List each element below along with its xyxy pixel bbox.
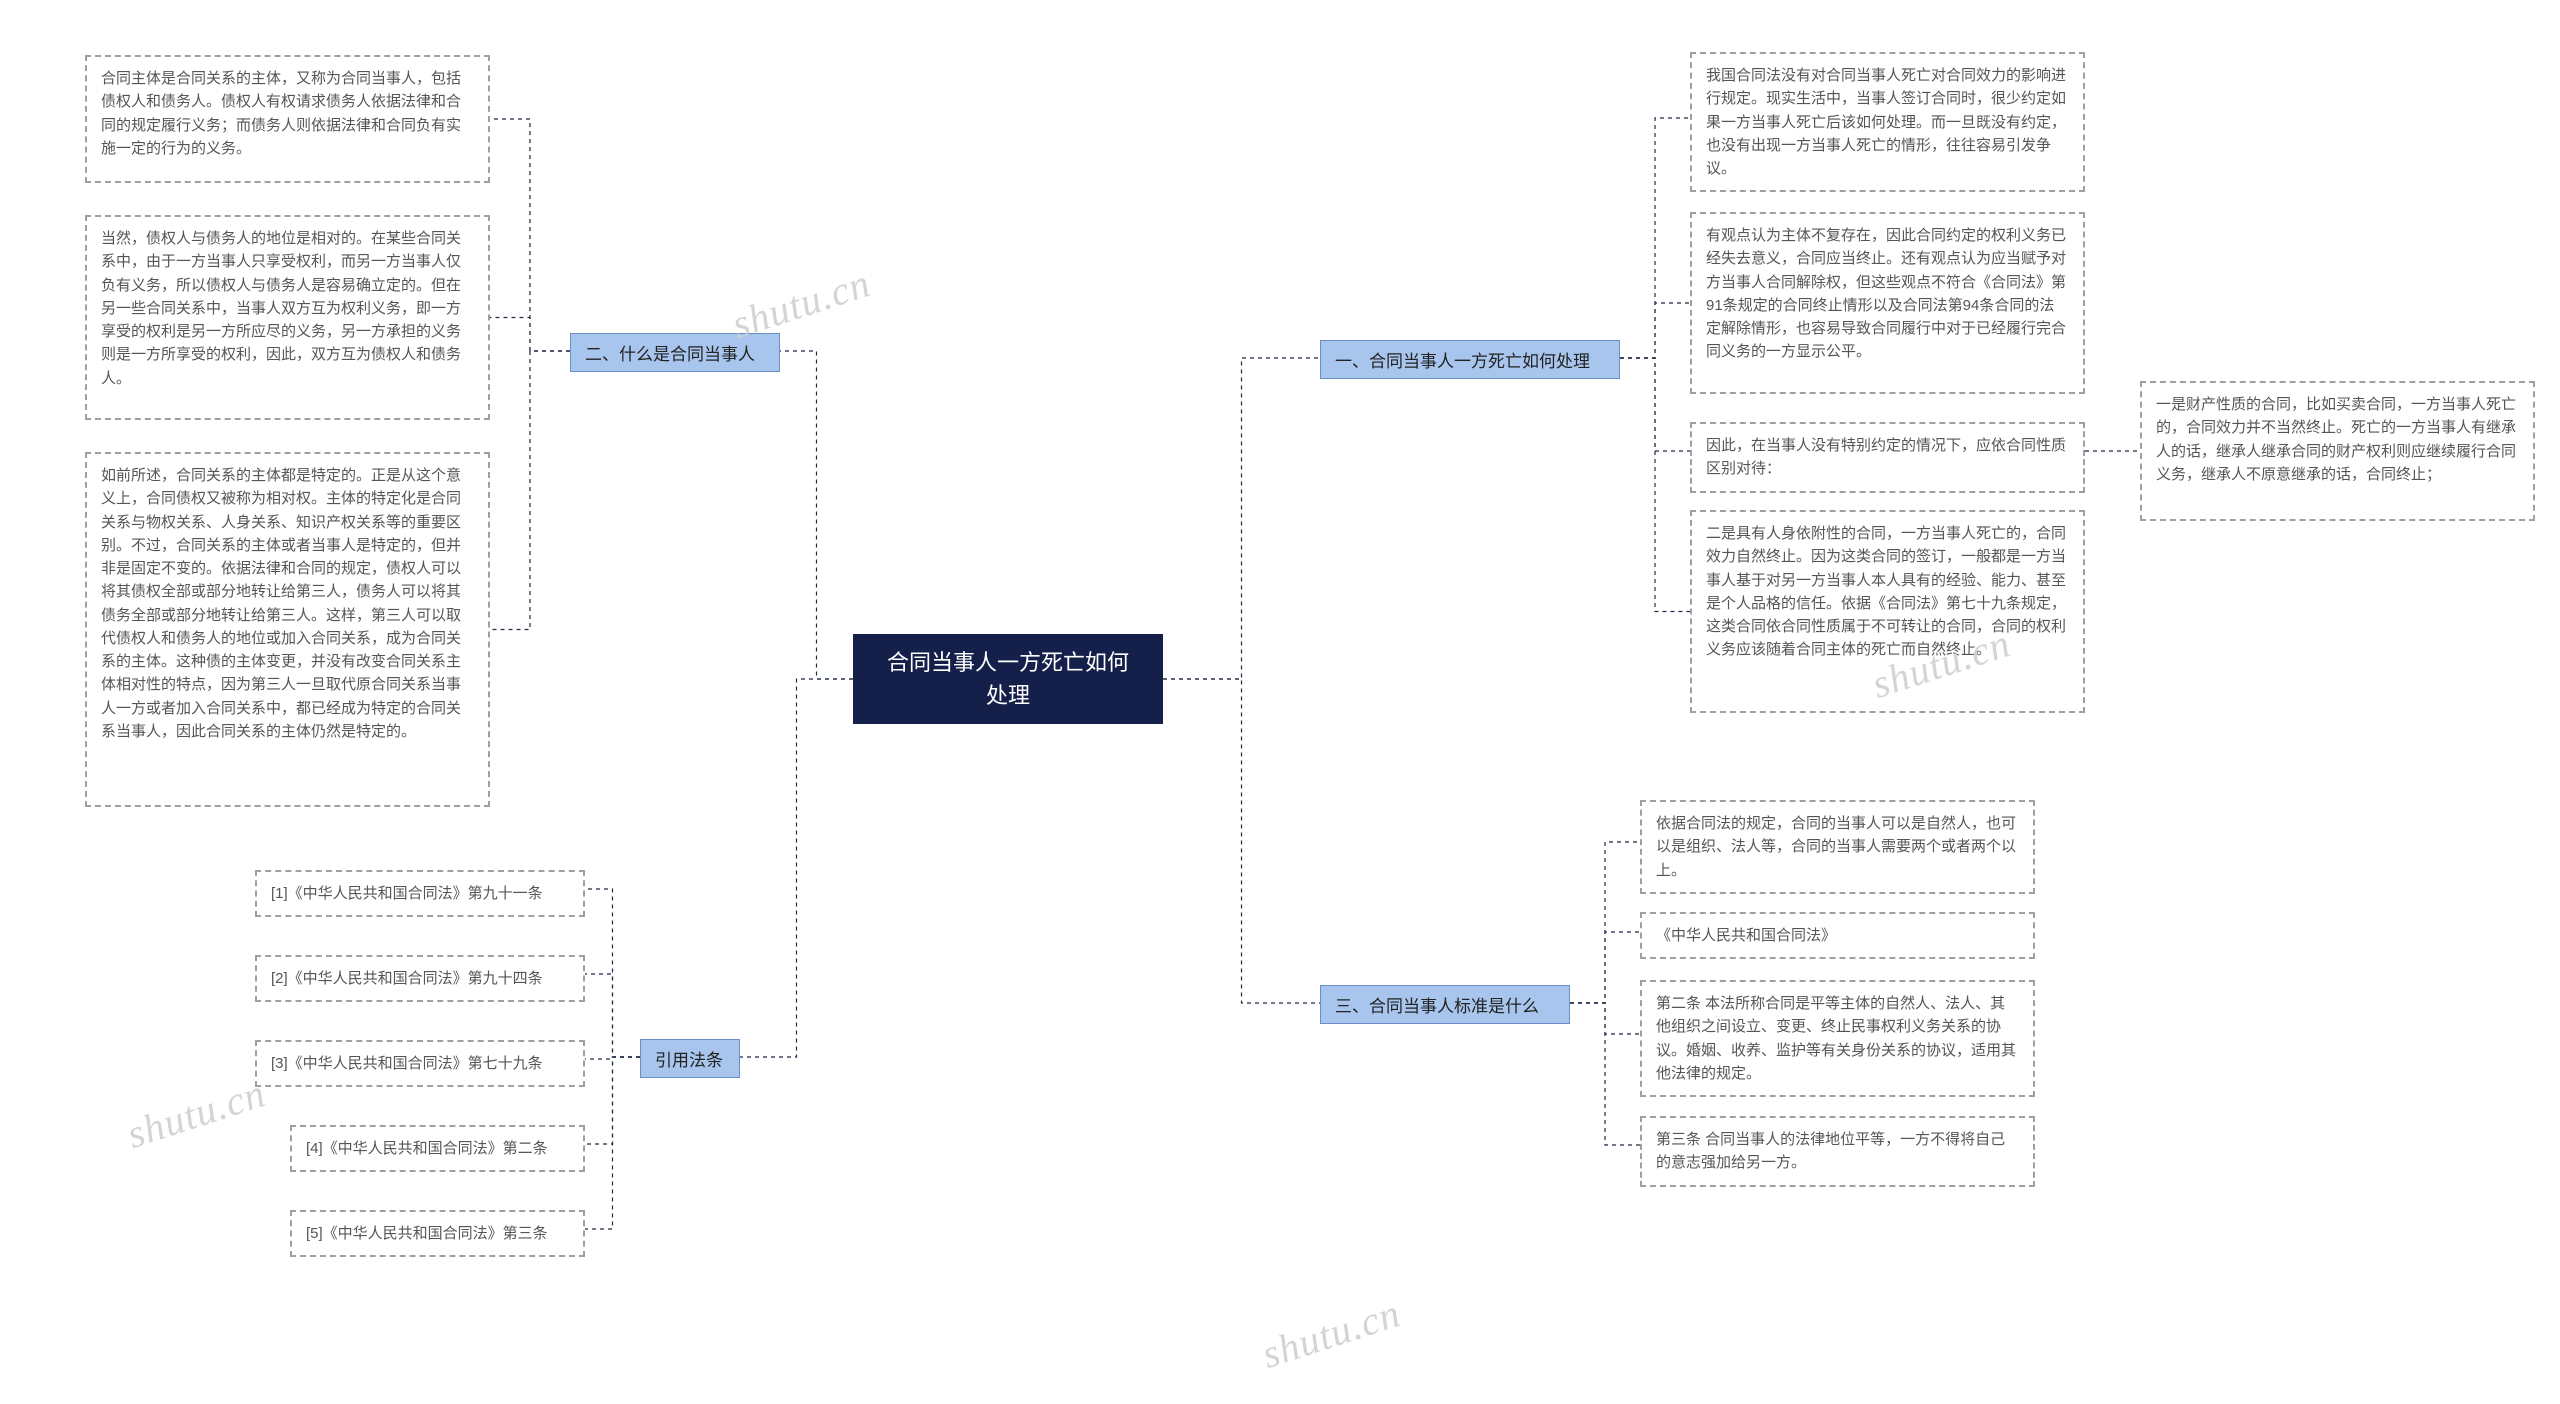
leaf-b3-1-text: 依据合同法的规定，合同的当事人可以是自然人，也可以是组织、法人等，合同的当事人需… <box>1656 815 2016 879</box>
branch-4-label: 引用法条 <box>655 1046 723 1071</box>
branch-node-2: 二、什么是合同当事人 <box>570 333 780 372</box>
leaf-b1-1-text: 我国合同法没有对合同当事人死亡对合同效力的影响进行规定。现实生活中，当事人签订合… <box>1706 67 2066 177</box>
leaf-b2-3: 如前所述，合同关系的主体都是特定的。正是从这个意义上，合同债权又被称为相对权。主… <box>85 452 490 807</box>
watermark-4: shutu.cn <box>1256 1289 1406 1378</box>
leaf-b4-2: [2]《中华人民共和国合同法》第九十四条 <box>255 955 585 1002</box>
leaf-b1-2: 有观点认为主体不复存在，因此合同约定的权利义务已经失去意义，合同应当终止。还有观… <box>1690 212 2085 394</box>
leaf-b1-3-text: 因此，在当事人没有特别约定的情况下，应依合同性质区别对待： <box>1706 437 2066 477</box>
leaf-b1-1: 我国合同法没有对合同当事人死亡对合同效力的影响进行规定。现实生活中，当事人签订合… <box>1690 52 2085 192</box>
branch-1-label: 一、合同当事人一方死亡如何处理 <box>1335 347 1590 372</box>
leaf-b2-3-text: 如前所述，合同关系的主体都是特定的。正是从这个意义上，合同债权又被称为相对权。主… <box>101 467 461 740</box>
branch-3-label: 三、合同当事人标准是什么 <box>1335 992 1539 1017</box>
leaf-b1-4-text: 二是具有人身依附性的合同，一方当事人死亡的，合同效力自然终止。因为这类合同的签订… <box>1706 525 2066 658</box>
watermark-3: shutu.cn <box>121 1069 271 1158</box>
leaf-b2-1-text: 合同主体是合同关系的主体，又称为合同当事人，包括债权人和债务人。债权人有权请求债… <box>101 70 461 157</box>
leaf-b1-2-text: 有观点认为主体不复存在，因此合同约定的权利义务已经失去意义，合同应当终止。还有观… <box>1706 227 2066 360</box>
center-title-line1: 合同当事人一方死亡如何 <box>887 650 1129 675</box>
leaf-b2-2-text: 当然，债权人与债务人的地位是相对的。在某些合同关系中，由于一方当事人只享受权利，… <box>101 230 461 387</box>
leaf-b3-2: 《中华人民共和国合同法》 <box>1640 912 2035 959</box>
leaf-b4-4-text: [4]《中华人民共和国合同法》第二条 <box>306 1140 548 1157</box>
watermark-3-text: shutu.cn <box>122 1070 271 1157</box>
center-node: 合同当事人一方死亡如何 处理 <box>853 634 1163 724</box>
leaf-b4-1-text: [1]《中华人民共和国合同法》第九十一条 <box>271 885 543 902</box>
leaf-b3-4-text: 第三条 合同当事人的法律地位平等，一方不得将自己的意志强加给另一方。 <box>1656 1131 2005 1171</box>
leaf-b4-4: [4]《中华人民共和国合同法》第二条 <box>290 1125 585 1172</box>
watermark-4-text: shutu.cn <box>1257 1290 1406 1377</box>
leaf-b1-3a-text: 一是财产性质的合同，比如买卖合同，一方当事人死亡的，合同效力并不当然终止。死亡的… <box>2156 396 2516 483</box>
leaf-b3-1: 依据合同法的规定，合同的当事人可以是自然人，也可以是组织、法人等，合同的当事人需… <box>1640 800 2035 894</box>
branch-node-4: 引用法条 <box>640 1039 740 1078</box>
leaf-b3-4: 第三条 合同当事人的法律地位平等，一方不得将自己的意志强加给另一方。 <box>1640 1116 2035 1187</box>
leaf-b2-1: 合同主体是合同关系的主体，又称为合同当事人，包括债权人和债务人。债权人有权请求债… <box>85 55 490 183</box>
branch-node-3: 三、合同当事人标准是什么 <box>1320 985 1570 1024</box>
leaf-b4-3: [3]《中华人民共和国合同法》第七十九条 <box>255 1040 585 1087</box>
leaf-b4-1: [1]《中华人民共和国合同法》第九十一条 <box>255 870 585 917</box>
leaf-b3-3-text: 第二条 本法所称合同是平等主体的自然人、法人、其他组织之间设立、变更、终止民事权… <box>1656 995 2016 1082</box>
leaf-b4-5-text: [5]《中华人民共和国合同法》第三条 <box>306 1225 548 1242</box>
center-title-line2: 处理 <box>986 683 1030 708</box>
leaf-b4-3-text: [3]《中华人民共和国合同法》第七十九条 <box>271 1055 543 1072</box>
leaf-b4-5: [5]《中华人民共和国合同法》第三条 <box>290 1210 585 1257</box>
branch-2-label: 二、什么是合同当事人 <box>585 340 755 365</box>
leaf-b1-3a: 一是财产性质的合同，比如买卖合同，一方当事人死亡的，合同效力并不当然终止。死亡的… <box>2140 381 2535 521</box>
leaf-b3-2-text: 《中华人民共和国合同法》 <box>1656 927 1836 944</box>
leaf-b1-3: 因此，在当事人没有特别约定的情况下，应依合同性质区别对待： <box>1690 422 2085 493</box>
leaf-b1-4: 二是具有人身依附性的合同，一方当事人死亡的，合同效力自然终止。因为这类合同的签订… <box>1690 510 2085 713</box>
leaf-b4-2-text: [2]《中华人民共和国合同法》第九十四条 <box>271 970 543 987</box>
leaf-b2-2: 当然，债权人与债务人的地位是相对的。在某些合同关系中，由于一方当事人只享受权利，… <box>85 215 490 420</box>
leaf-b3-3: 第二条 本法所称合同是平等主体的自然人、法人、其他组织之间设立、变更、终止民事权… <box>1640 980 2035 1097</box>
branch-node-1: 一、合同当事人一方死亡如何处理 <box>1320 340 1620 379</box>
